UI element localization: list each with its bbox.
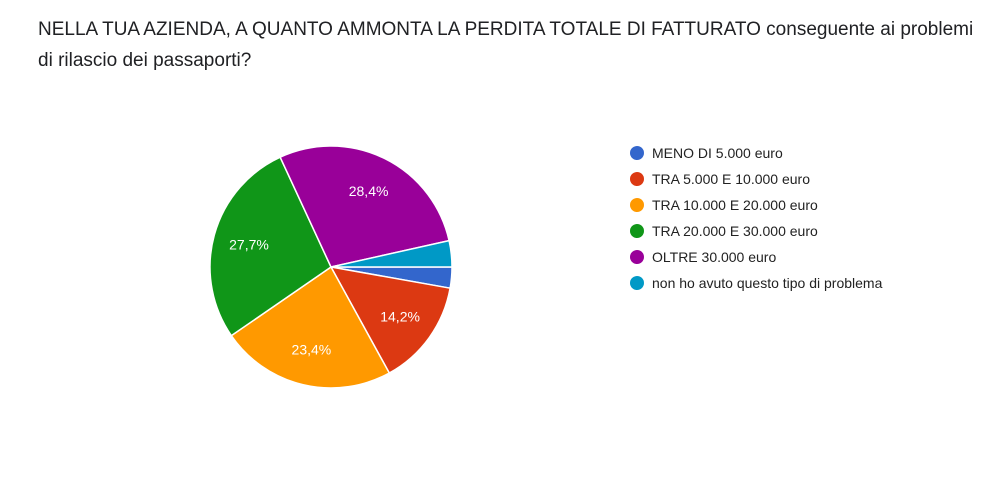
question-title: NELLA TUA AZIENDA, A QUANTO AMMONTA LA P… — [38, 19, 974, 71]
legend: MENO DI 5.000 euro TRA 5.000 E 10.000 eur… — [630, 140, 882, 296]
pie-slices — [209, 145, 453, 389]
legend-label: MENO DI 5.000 euro — [652, 145, 783, 161]
legend-label: TRA 10.000 E 20.000 euro — [652, 197, 818, 213]
legend-item: OLTRE 30.000 euro — [630, 244, 882, 270]
legend-swatch — [630, 172, 644, 186]
legend-item: TRA 5.000 E 10.000 euro — [630, 166, 882, 192]
legend-item: TRA 10.000 E 20.000 euro — [630, 192, 882, 218]
legend-label: TRA 5.000 E 10.000 euro — [652, 171, 810, 187]
slice-value-label: 23,4% — [292, 342, 332, 358]
legend-swatch — [630, 224, 644, 238]
pie-slice — [329, 265, 452, 375]
legend-label: TRA 20.000 E 30.000 euro — [652, 223, 818, 239]
legend-swatch — [630, 198, 644, 212]
pie-slice — [279, 145, 450, 268]
legend-label: non ho avuto questo tipo di problema — [652, 275, 883, 291]
pie-slice — [230, 265, 391, 389]
legend-swatch — [630, 276, 644, 290]
legend-item: non ho avuto questo tipo di problema — [630, 270, 882, 296]
pie-slice — [330, 239, 453, 268]
legend-item: TRA 20.000 E 30.000 euro — [630, 218, 882, 244]
legend-item: MENO DI 5.000 euro — [630, 140, 882, 166]
legend-swatch — [630, 146, 644, 160]
legend-swatch — [630, 250, 644, 264]
slice-value-label: 27,7% — [229, 237, 269, 253]
pie-labels: 14,2% 23,4% 27,7% 28,4% — [229, 183, 420, 358]
legend-label: OLTRE 30.000 euro — [652, 249, 777, 265]
slice-value-label: 28,4% — [349, 183, 389, 199]
slice-value-label: 14,2% — [380, 309, 420, 325]
